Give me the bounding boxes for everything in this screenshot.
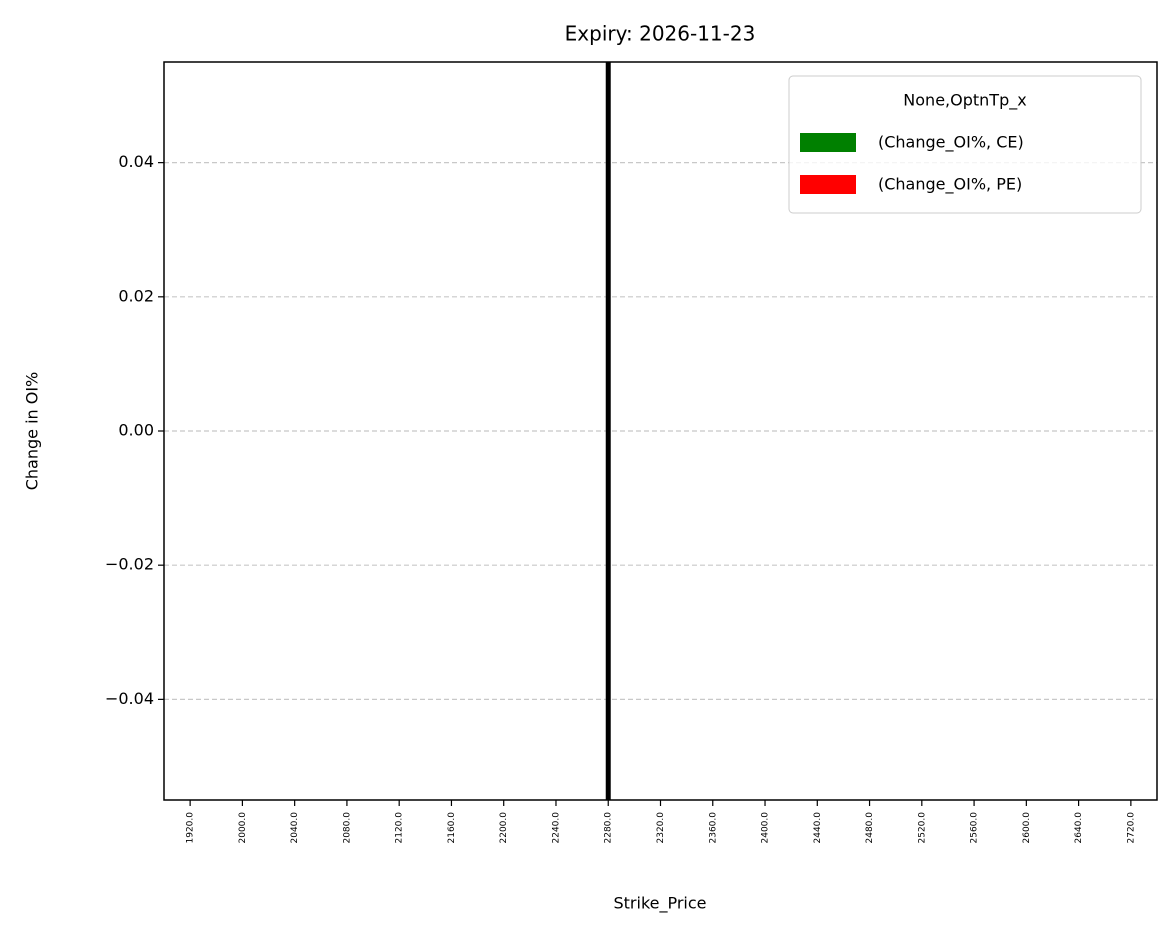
x-tick-label: 2120.0 [395,812,405,844]
x-tick-label: 2040.0 [290,812,300,844]
x-tick-label: 1920.0 [186,812,196,844]
x-tick-label: 2240.0 [551,812,561,844]
legend-title: None,OptnTp_x [903,91,1026,111]
x-tick-label: 2560.0 [970,812,980,844]
plot-frame [163,61,1158,801]
y-tick-label: 0.04 [118,152,154,171]
legend-swatch [800,175,856,194]
x-tick-label: 2600.0 [1022,812,1032,844]
y-axis-label: Change in OI% [23,372,42,491]
chart-title: Expiry: 2026-11-23 [565,22,756,46]
legend-label: (Change_OI%, CE) [878,133,1024,153]
y-tick-label: 0.02 [118,286,154,305]
x-tick-label: 2160.0 [447,812,457,844]
x-tick-label: 2200.0 [499,812,509,844]
x-tick-label: 2520.0 [917,812,927,844]
x-tick-label: 2320.0 [656,812,666,844]
x-tick-label: 2360.0 [708,812,718,844]
x-tick-label: 2080.0 [342,812,352,844]
y-tick-label: −0.02 [105,555,154,574]
legend-box [788,75,1142,214]
x-tick-label: 2640.0 [1074,812,1084,844]
x-tick-label: 2400.0 [761,812,771,844]
x-tick-label: 2720.0 [1126,812,1136,844]
y-tick-label: 0.00 [118,421,154,440]
y-tick-label: −0.04 [105,689,154,708]
x-axis-label: Strike_Price [613,894,706,914]
legend-swatch [800,133,856,152]
x-tick-label: 2480.0 [865,812,875,844]
legend: None,OptnTp_x (Change_OI%, CE) (Change_OI%… [788,75,1142,214]
legend-label: (Change_OI%, PE) [878,175,1022,195]
x-tick-label: 2280.0 [604,812,614,844]
x-tick-label: 2000.0 [238,812,248,844]
x-tick-label: 2440.0 [813,812,823,844]
